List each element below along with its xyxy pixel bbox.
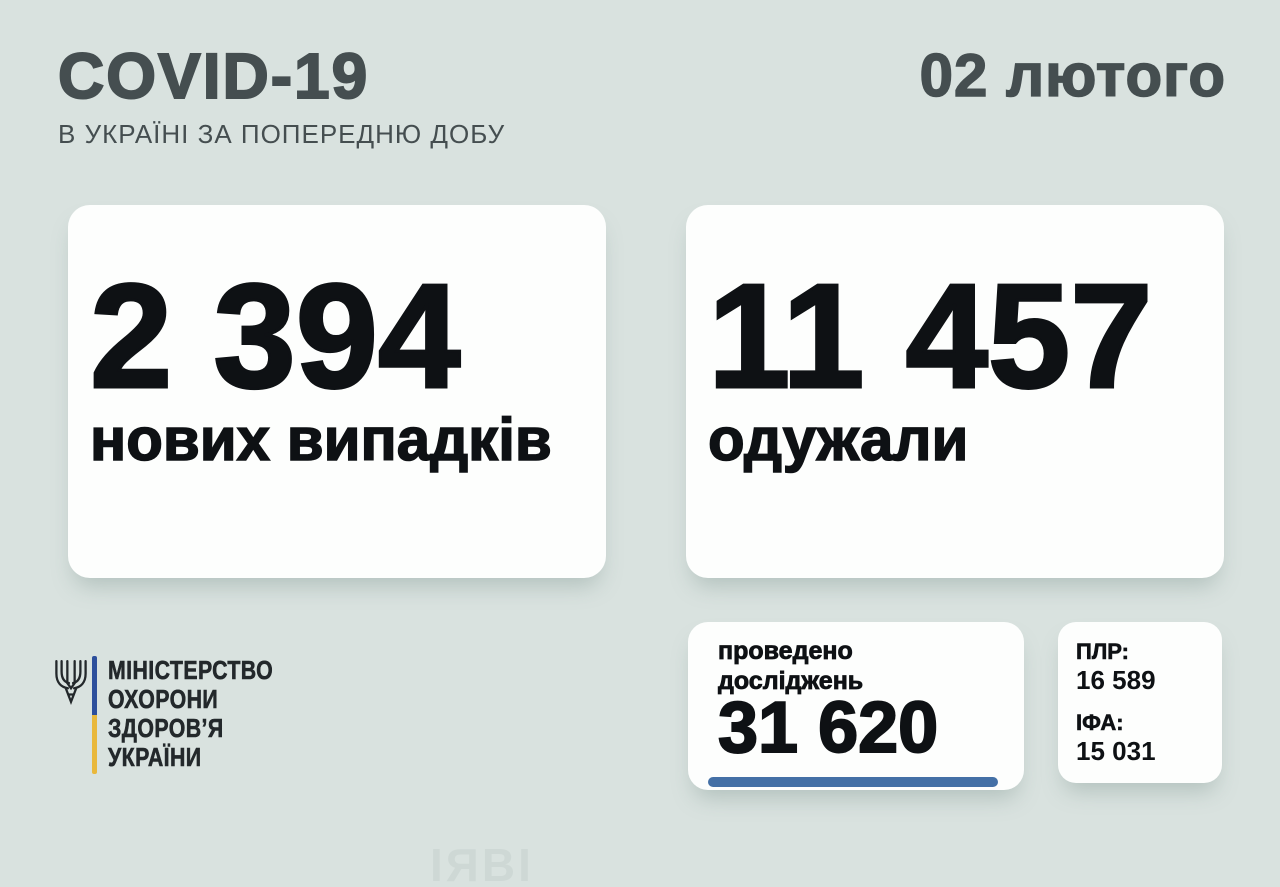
new-cases-card: 2 394 нових випадків [68,205,606,578]
recovered-value: 11 457 [707,254,1155,419]
page-title: COVID-19 [57,40,370,112]
page-subtitle: В УКРАЇНІ ЗА ПОПЕРЕДНЮ ДОБУ [58,119,506,149]
ifa-row: ІФА: 15 031 [1076,709,1222,766]
tests-label-line1: проведено [718,637,854,666]
pcr-label: ПЛР: [1076,639,1130,665]
header: COVID-19 В УКРАЇНІ ЗА ПОПЕРЕДНЮ ДОБУ [57,40,506,149]
new-cases-value: 2 394 [89,254,462,419]
ministry-line: МІНІСТЕРСТВО [108,655,274,685]
tests-card-content: проведено досліджень 31 620 [688,622,1024,768]
new-cases-label: нових випадків [89,406,552,473]
ministry-line: УКРАЇНИ [108,742,202,772]
tests-label: проведено досліджень [718,636,1024,696]
ifa-label: ІФА: [1076,710,1124,736]
pcr-value: 16 589 [1076,665,1156,695]
test-types-content: ПЛР: 16 589 ІФА: 15 031 [1058,622,1222,766]
tryzub-icon [55,659,87,706]
pcr-row: ПЛР: 16 589 [1076,638,1222,695]
test-types-card: ПЛР: 16 589 ІФА: 15 031 [1058,622,1222,783]
ministry-logo: МІНІСТЕРСТВО ОХОРОНИ ЗДОРОВ’Я УКРАЇНИ [52,655,309,774]
report-date: 02 лютого [919,42,1226,109]
faint-watermark: ІЯВІ [430,839,534,887]
ifa-value: 15 031 [1076,736,1156,766]
ministry-line: ЗДОРОВ’Я [108,713,224,743]
tests-label-line2: досліджень [718,667,864,696]
ministry-name: МІНІСТЕРСТВО ОХОРОНИ ЗДОРОВ’Я УКРАЇНИ [108,655,274,772]
tests-value: 31 620 [717,688,939,768]
ministry-line: ОХОРОНИ [108,684,219,714]
recovered-card: 11 457 одужали [686,205,1224,578]
flag-bar-icon [92,656,97,774]
tests-card: проведено досліджень 31 620 [688,622,1024,790]
accent-underline [708,777,998,787]
recovered-label: одужали [707,406,969,473]
